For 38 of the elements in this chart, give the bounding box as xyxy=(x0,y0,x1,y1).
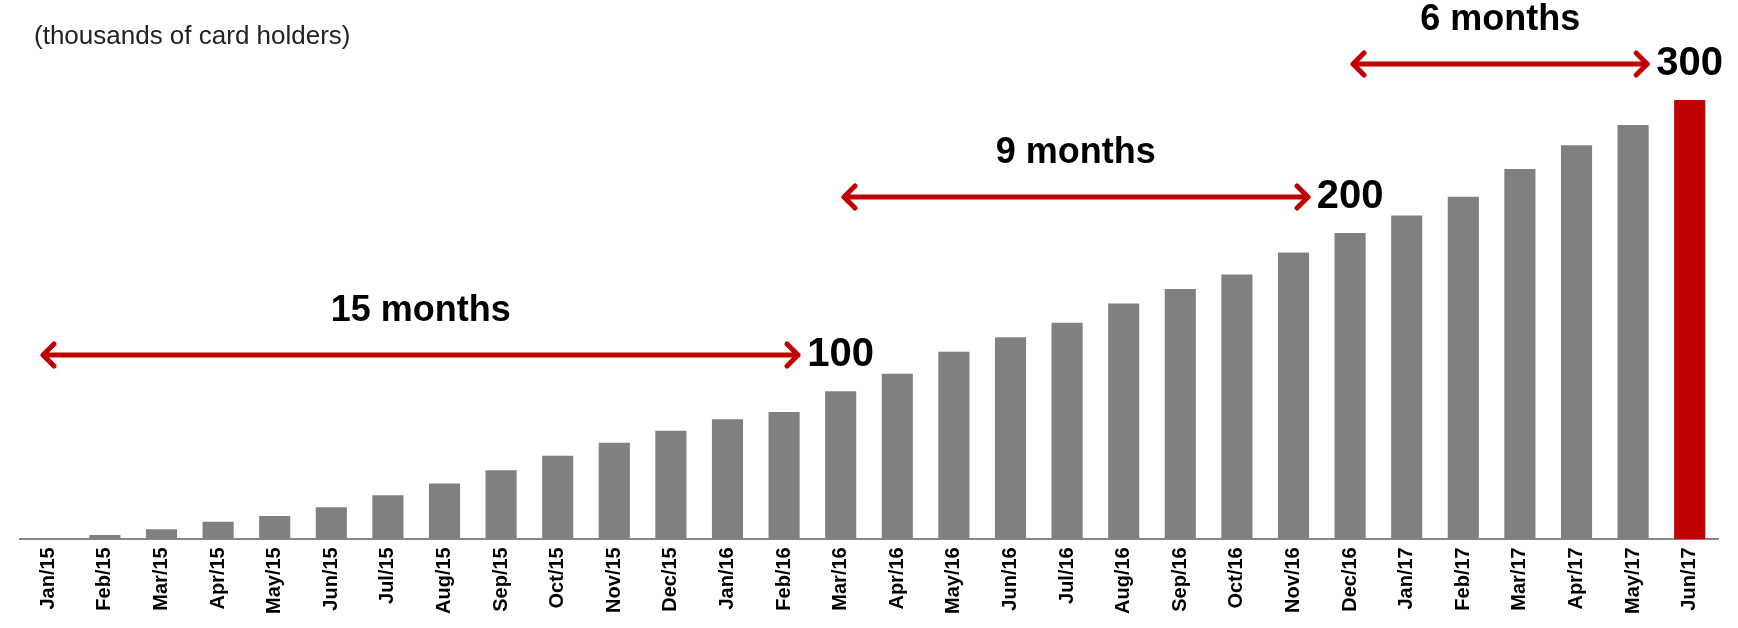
text: 6 months xyxy=(1420,0,1581,38)
text: 300 xyxy=(1656,39,1724,84)
x-tick-label: May/16 xyxy=(941,547,964,615)
x-tick-label: Apr/15 xyxy=(205,547,228,610)
x-tick-label: Jan/15 xyxy=(35,547,58,610)
x-tick-label: Jan/17 xyxy=(1394,547,1417,610)
x-tick-label: Dec/15 xyxy=(658,547,681,612)
x-tick-label: Dec/16 xyxy=(1337,547,1360,612)
annotation: 9 months xyxy=(995,130,1156,172)
x-tick-label: Jul/16 xyxy=(1054,547,1077,604)
x-tick-label: Mar/15 xyxy=(149,547,172,611)
x-tick-label: Oct/16 xyxy=(1224,547,1247,609)
x-tick-label: Mar/16 xyxy=(828,547,851,611)
x-tick-label: Aug/16 xyxy=(1111,547,1134,614)
x-tick-label: Apr/16 xyxy=(884,547,907,610)
x-tick-label: Feb/16 xyxy=(771,547,794,611)
annotation: 200 xyxy=(1316,172,1384,217)
x-tick-label: Feb/15 xyxy=(92,547,115,611)
bar xyxy=(1674,100,1706,540)
x-tick-label: Jun/17 xyxy=(1677,547,1700,611)
annotation: 15 months xyxy=(330,288,511,330)
annotation: 100 xyxy=(807,330,875,375)
x-tick-label: Mar/17 xyxy=(1507,547,1530,611)
x-tick-label: Nov/16 xyxy=(1281,547,1304,613)
x-tick-label: Jun/15 xyxy=(318,547,341,611)
x-tick-label: Feb/17 xyxy=(1450,547,1473,611)
x-tick-label: Apr/17 xyxy=(1564,547,1587,610)
x-tick-label: Sep/16 xyxy=(1167,547,1190,612)
x-tick-label: May/17 xyxy=(1620,547,1643,615)
x-tick-label: Jun/16 xyxy=(998,547,1021,611)
y-axis-title: (thousands of card holders) xyxy=(34,20,351,51)
x-tick-label: Sep/15 xyxy=(488,547,511,612)
x-tick-label: Nov/15 xyxy=(601,547,624,613)
x-tick-label: May/15 xyxy=(262,547,285,615)
x-tick-label: Jan/16 xyxy=(715,547,738,610)
x-tick-label: Oct/15 xyxy=(545,547,568,609)
x-tick-label: Aug/15 xyxy=(432,547,455,614)
x-tick-label: Jul/15 xyxy=(375,547,398,604)
